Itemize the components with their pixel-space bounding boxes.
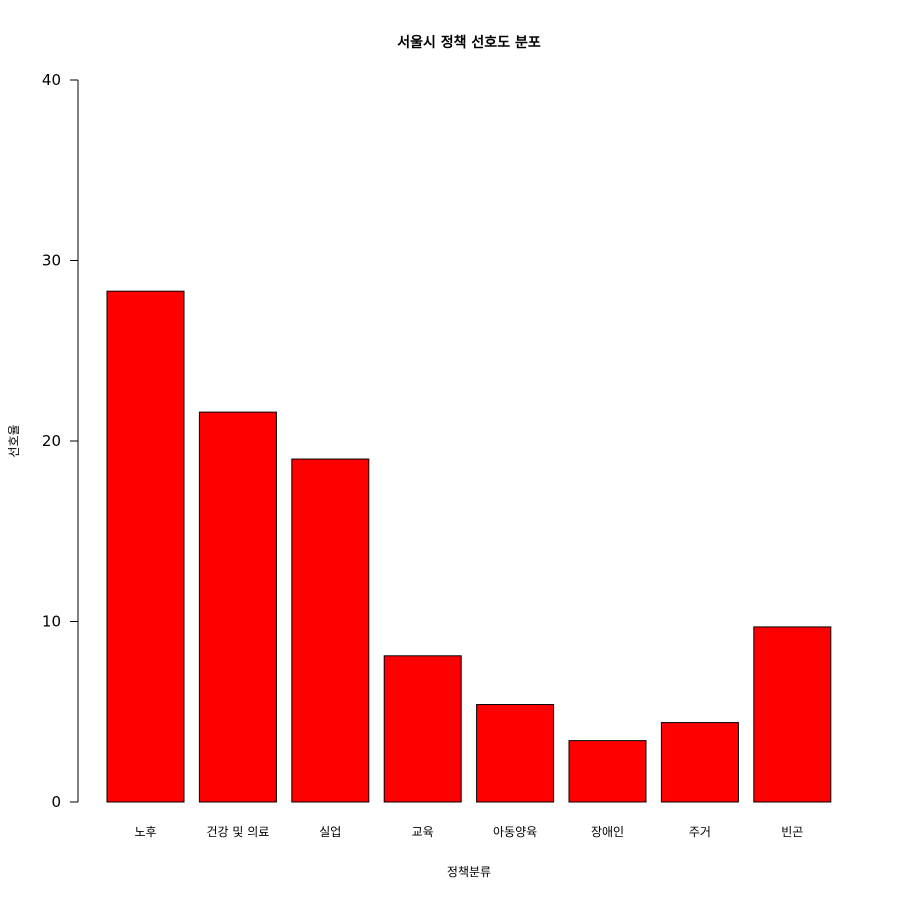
chart-title: 서울시 정책 선호도 분포 xyxy=(397,34,541,51)
y-tick-label: 20 xyxy=(42,432,61,450)
x-tick-label: 노후 xyxy=(134,825,156,839)
y-axis: 0 10 20 30 40 xyxy=(42,71,79,811)
x-tick-label: 주거 xyxy=(689,825,711,839)
y-axis-label: 선호율 xyxy=(7,424,21,457)
x-tick-label: 건강 및 의료 xyxy=(206,825,269,839)
bar xyxy=(106,290,185,803)
bar xyxy=(660,722,739,803)
x-tick-label: 빈곤 xyxy=(781,825,803,839)
x-tick-labels: 노후 건강 및 의료 실업 교육 아동양육 장애인 주거 빈곤 xyxy=(134,825,803,839)
x-axis-label: 정책분류 xyxy=(447,864,491,879)
y-tick-label: 0 xyxy=(51,793,61,811)
x-tick-label: 실업 xyxy=(319,825,341,839)
y-tick-label: 40 xyxy=(42,71,61,89)
x-tick-label: 장애인 xyxy=(591,825,624,839)
x-tick-label: 교육 xyxy=(412,825,434,839)
bar xyxy=(291,458,370,803)
x-tick-label: 아동양육 xyxy=(493,825,537,839)
bars xyxy=(106,290,832,803)
bar xyxy=(753,626,832,803)
bar xyxy=(568,740,647,803)
y-tick-label: 30 xyxy=(42,252,61,270)
bar xyxy=(383,655,462,803)
bar xyxy=(198,411,277,803)
y-tick-label: 10 xyxy=(42,613,61,631)
bar xyxy=(476,704,555,803)
